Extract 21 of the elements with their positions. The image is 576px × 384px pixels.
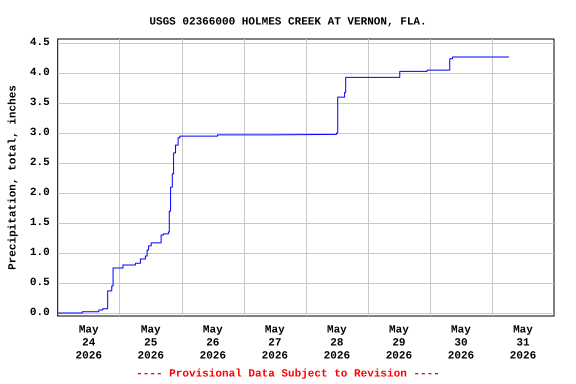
y-tick-label: 2.5 <box>30 157 50 170</box>
x-tick-label: May 25 2026 <box>138 324 164 362</box>
x-tick-label: May 27 2026 <box>262 324 288 362</box>
x-tick-label: May 29 2026 <box>386 324 412 362</box>
y-tick-label: 3.5 <box>30 97 50 110</box>
chart-title: USGS 02366000 HOLMES CREEK AT VERNON, FLA. <box>149 16 427 28</box>
x-tick-label: May 31 2026 <box>510 324 536 362</box>
y-tick-label: 4.5 <box>30 37 50 50</box>
y-tick-label: 4.0 <box>30 67 50 80</box>
y-tick-label: 3.0 <box>30 127 50 140</box>
x-tick-label: May 30 2026 <box>448 324 474 362</box>
x-tick-label: May 28 2026 <box>324 324 350 362</box>
text: ---- Provisional Data Subject to Revision ---- <box>136 368 440 380</box>
y-tick-label: 1.5 <box>30 217 50 230</box>
x-tick-label: May 26 2026 <box>200 324 226 362</box>
y-tick-label: 0.5 <box>30 277 50 290</box>
y-tick-label: 0.0 <box>30 307 50 319</box>
x-tick-label: May 24 2026 <box>76 324 102 362</box>
y-tick-label: 1.0 <box>30 247 50 260</box>
y-tick-label: 2.0 <box>30 187 50 200</box>
y-axis-title: Precipitation, total, inches <box>8 85 20 270</box>
